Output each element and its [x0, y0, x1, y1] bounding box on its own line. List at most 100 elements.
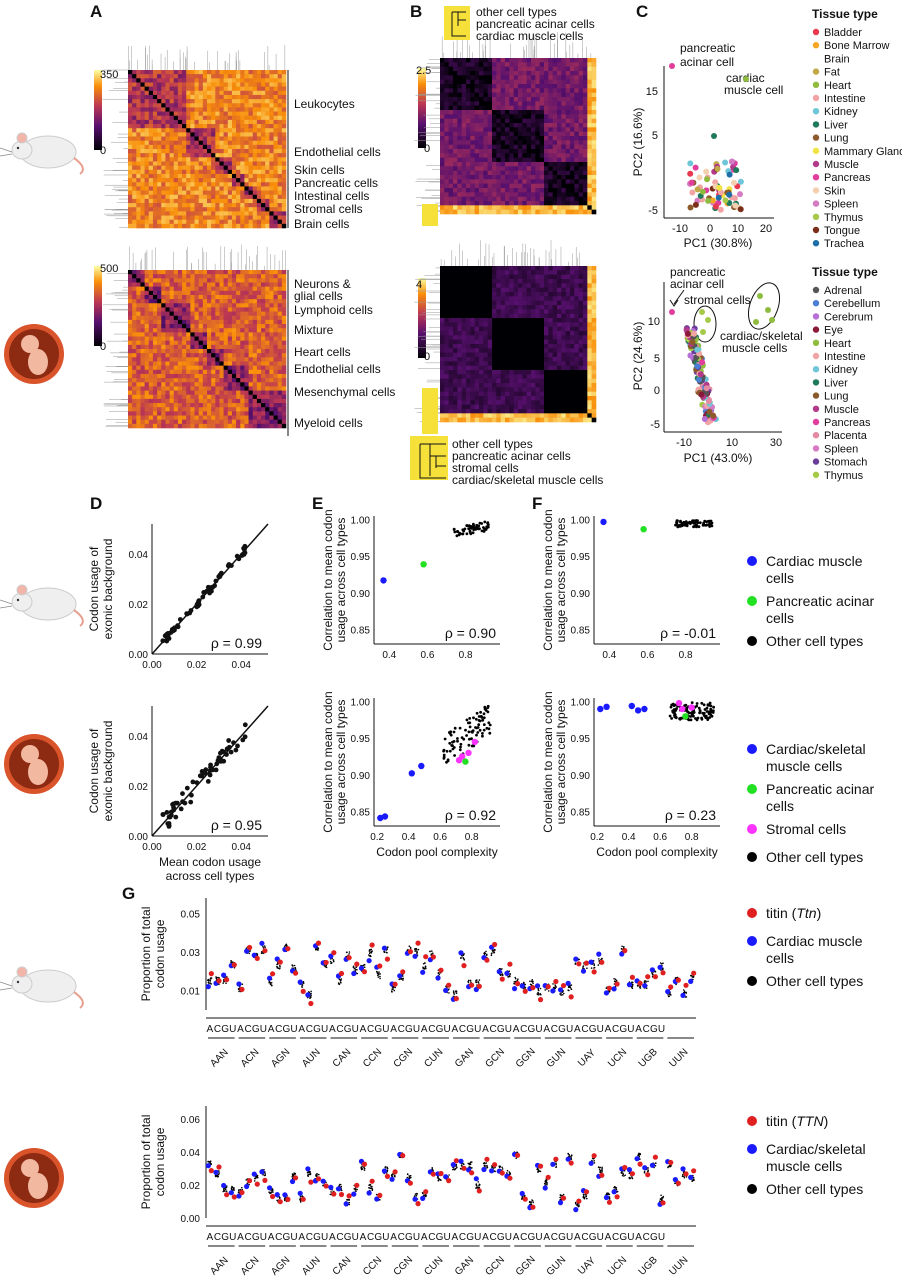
point [555, 1164, 557, 1166]
point [493, 949, 495, 951]
point [519, 1190, 525, 1197]
point [694, 519, 698, 522]
point [201, 770, 206, 776]
point [614, 980, 616, 983]
point [461, 1165, 467, 1171]
point [443, 737, 447, 741]
point [391, 990, 393, 992]
point [235, 743, 240, 749]
legend-item: Pancreas [812, 417, 871, 429]
pca-point [692, 164, 699, 171]
tree-label: pancreatic acinar cells [476, 17, 595, 31]
pca-point [737, 178, 744, 185]
point [501, 973, 503, 975]
legend-item: Fat [812, 67, 840, 79]
point [231, 740, 236, 746]
heatmap-b-bottom [414, 240, 597, 423]
point [435, 975, 441, 981]
point [601, 1167, 603, 1170]
nucleotide-label: C [489, 1232, 496, 1243]
point [485, 525, 489, 529]
point [370, 1185, 372, 1188]
point [242, 722, 248, 728]
point [453, 1167, 455, 1169]
legend-item: Mammary Gland [812, 146, 902, 158]
point [458, 950, 464, 956]
nucleotide-label: C [306, 1232, 313, 1243]
point [262, 948, 268, 954]
x-tick: 0.4 [402, 832, 416, 843]
point [691, 970, 697, 976]
nucleotide-label: A [206, 1232, 213, 1243]
point [448, 732, 452, 735]
point [593, 966, 596, 969]
point [355, 966, 358, 968]
point [582, 966, 584, 968]
point [660, 1200, 666, 1206]
panel-label-b: B [410, 2, 423, 21]
point [611, 1189, 617, 1195]
point [412, 1196, 418, 1202]
point [241, 983, 244, 985]
point [247, 1178, 253, 1184]
point [363, 1169, 366, 1171]
point [431, 950, 433, 952]
point [538, 993, 540, 996]
point [507, 961, 513, 967]
x-tick: 0.4 [622, 832, 636, 843]
point [487, 721, 491, 725]
point [251, 1171, 257, 1177]
point [532, 982, 534, 985]
point [351, 970, 357, 977]
colorbar-min: 0 [100, 145, 106, 157]
point [231, 1194, 237, 1200]
y-tick: 15 [646, 86, 658, 98]
point [561, 994, 564, 996]
point [582, 1196, 585, 1199]
nucleotide-label: U [535, 1024, 542, 1035]
point [340, 1185, 343, 1188]
point [247, 944, 253, 951]
point [529, 1203, 531, 1206]
point [292, 1175, 299, 1181]
point [614, 978, 617, 981]
codon-label: AAN [208, 1047, 230, 1069]
point [445, 749, 449, 753]
point [402, 977, 405, 980]
point [262, 1177, 268, 1183]
point [472, 716, 475, 720]
point [323, 1183, 329, 1189]
point [606, 1199, 613, 1205]
point [346, 1193, 352, 1199]
legend-item: Intestine [812, 351, 866, 363]
point [418, 762, 425, 770]
point [603, 990, 610, 996]
x-axis-label: across cell types [166, 869, 255, 883]
y-axis-label: usage across cell types [334, 700, 348, 825]
point [593, 1162, 596, 1164]
point [200, 594, 206, 600]
point [458, 748, 462, 752]
point [487, 727, 491, 731]
point [532, 1201, 534, 1204]
point [499, 1170, 505, 1176]
point [209, 977, 212, 979]
point [675, 699, 683, 707]
point [331, 950, 337, 956]
point [442, 748, 446, 752]
point [292, 970, 299, 976]
point [301, 986, 303, 988]
point [455, 992, 458, 994]
tree-label: other cell types [476, 5, 557, 19]
point [338, 970, 345, 977]
point [262, 945, 264, 948]
pca-point [717, 206, 724, 213]
point [322, 1184, 324, 1187]
point [469, 982, 475, 988]
point [431, 1167, 434, 1169]
point [614, 1194, 620, 1200]
scatter-plot: 1.00 0.95 0.90 0.85 0.2 0.4 0.6 0.8 ρ = 0.92 Corr… [321, 691, 500, 859]
